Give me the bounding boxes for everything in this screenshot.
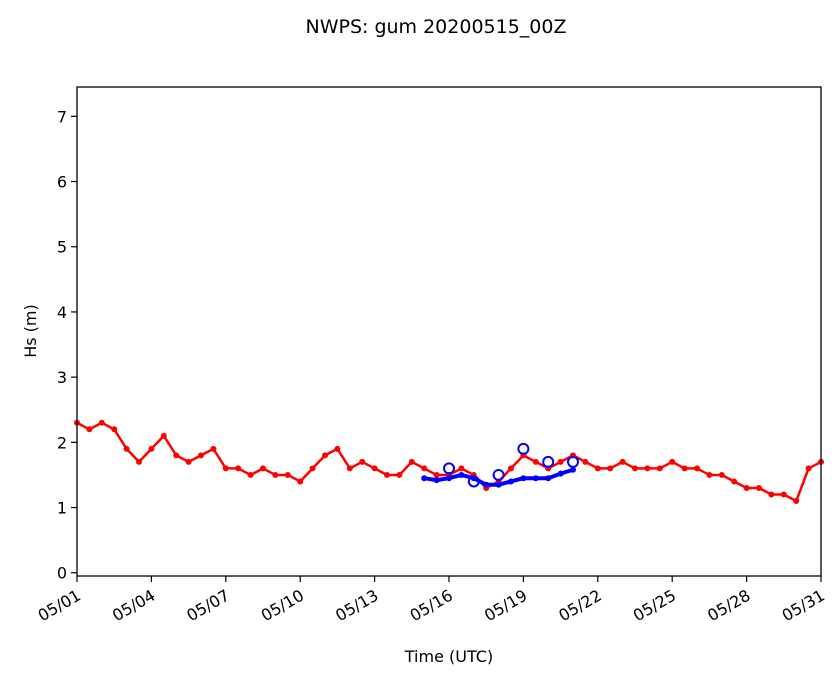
x-tick-label: 05/10 xyxy=(258,586,307,626)
observed-point xyxy=(260,465,266,472)
x-tick-label: 05/07 xyxy=(183,586,232,626)
observed-point xyxy=(706,471,713,478)
y-tick-label: 4 xyxy=(57,303,67,322)
x-tick-label: 05/31 xyxy=(779,586,828,626)
x-tick-label: 05/22 xyxy=(555,586,604,626)
observed-point xyxy=(694,465,700,472)
observed-point xyxy=(421,465,428,472)
chart-title: NWPS: gum 20200515_00Z xyxy=(305,16,566,38)
observed-point xyxy=(346,465,353,472)
observed-point xyxy=(396,471,403,478)
observed-point xyxy=(681,465,688,472)
observed-point xyxy=(632,465,638,472)
observed-point xyxy=(532,458,539,465)
observed-point xyxy=(185,458,192,465)
observed-point xyxy=(309,465,316,472)
plot-frame xyxy=(76,86,822,577)
observed-point xyxy=(247,471,254,478)
observed-point xyxy=(160,432,167,439)
y-axis: 0 1 2 3 4 5 6 7 xyxy=(57,107,77,583)
observed-point xyxy=(334,445,341,452)
observed-point xyxy=(805,465,812,472)
observed-point xyxy=(743,484,750,491)
observed-point xyxy=(408,458,415,465)
observed-point xyxy=(322,452,328,459)
series-layer xyxy=(74,419,824,505)
y-tick-label: 3 xyxy=(57,368,67,387)
observed-point xyxy=(384,471,390,478)
x-tick-label: 05/01 xyxy=(35,586,84,626)
observed-point xyxy=(297,478,304,485)
y-tick-label: 2 xyxy=(57,433,67,452)
forecast-point xyxy=(545,475,552,482)
observed-point xyxy=(793,498,800,505)
x-tick-label: 05/16 xyxy=(407,586,456,626)
daily-markers-point xyxy=(443,462,455,475)
daily-markers-point xyxy=(567,455,579,468)
observed-point xyxy=(371,465,378,472)
observed-point xyxy=(669,458,676,465)
y-tick-label: 5 xyxy=(57,238,67,257)
observed-point xyxy=(111,426,118,433)
x-tick-label: 05/04 xyxy=(109,586,158,626)
observed-point xyxy=(731,478,738,485)
x-tick-label: 05/19 xyxy=(481,586,530,626)
forecast-point xyxy=(532,475,539,482)
y-axis-title: Hs (m) xyxy=(21,304,40,358)
x-tick-label: 05/25 xyxy=(630,586,679,626)
observed-point xyxy=(198,452,204,459)
observed-point xyxy=(607,465,614,472)
observed-point xyxy=(508,465,514,472)
observed-point xyxy=(594,465,601,472)
forecast-point xyxy=(458,471,465,478)
observed-point xyxy=(619,458,626,465)
observed-point xyxy=(222,465,229,472)
forecast-point xyxy=(557,470,564,477)
forecast-point xyxy=(483,481,490,488)
observed-point xyxy=(272,471,279,478)
observed-point xyxy=(768,491,775,498)
observed-point xyxy=(433,471,440,478)
observed-point xyxy=(123,445,130,452)
observed-point xyxy=(98,419,105,426)
daily-markers-point xyxy=(492,468,505,481)
observed-point xyxy=(148,445,155,452)
x-tick-label: 05/28 xyxy=(704,586,753,626)
observed-point xyxy=(458,465,465,472)
daily-markers-point xyxy=(542,455,555,468)
forecast-point xyxy=(508,478,514,485)
observed-point xyxy=(718,471,725,478)
observed-point xyxy=(173,452,180,459)
forecast-point xyxy=(520,475,527,482)
y-tick-label: 1 xyxy=(57,499,67,518)
observed-point xyxy=(780,491,787,498)
observed-point xyxy=(557,458,564,465)
y-tick-label: 0 xyxy=(57,564,67,583)
x-axis: 05/01 05/04 05/07 05/10 05/13 05/16 05/19 05/22… xyxy=(35,576,828,625)
daily-markers-point xyxy=(517,442,530,455)
observed-point xyxy=(644,465,651,472)
y-tick-label: 7 xyxy=(57,107,67,126)
observed-point xyxy=(656,465,663,472)
forecast-point xyxy=(446,475,452,482)
observed-point xyxy=(284,471,291,478)
observed-point xyxy=(136,458,142,465)
observed-point xyxy=(210,445,217,452)
observed-point xyxy=(756,484,762,491)
y-tick-label: 6 xyxy=(57,173,67,192)
daily-markers-point xyxy=(467,475,480,488)
observed-point xyxy=(86,426,93,433)
observed-point xyxy=(359,458,366,465)
observed-point xyxy=(235,465,242,472)
forecast-point xyxy=(433,477,440,484)
x-axis-title: Time (UTC) xyxy=(404,647,493,666)
forecast-point xyxy=(570,466,576,473)
observed-series xyxy=(74,419,824,505)
forecast-point xyxy=(421,475,428,482)
forecast-point xyxy=(495,481,502,488)
daily-markers-series xyxy=(443,442,579,488)
observed-point xyxy=(582,458,589,465)
x-tick-label: 05/13 xyxy=(332,586,381,626)
